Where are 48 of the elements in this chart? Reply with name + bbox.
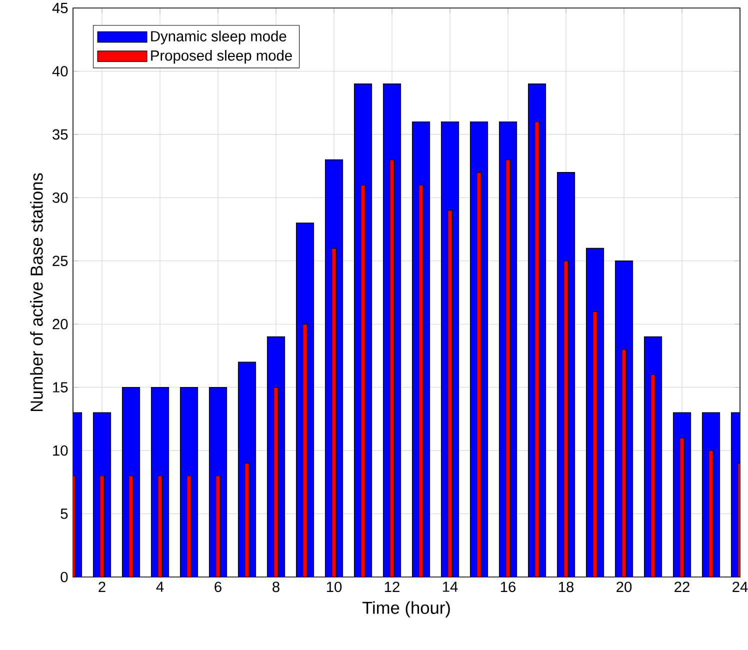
bar [273, 386, 279, 577]
bar [476, 172, 482, 577]
y-tick-label: 40 [52, 66, 68, 76]
bar [215, 476, 221, 577]
bar [708, 450, 714, 577]
x-tick-label: 2 [98, 582, 106, 592]
x-tick-label: 24 [732, 582, 748, 592]
bar [447, 210, 453, 577]
x-tick-label: 4 [156, 582, 164, 592]
x-tick-label: 20 [616, 582, 632, 592]
bar [331, 248, 337, 577]
bar [302, 324, 308, 577]
bar [592, 311, 598, 577]
bar [99, 476, 105, 577]
x-tick-label: 12 [384, 582, 400, 592]
y-tick-label: 45 [52, 2, 68, 14]
bar [360, 184, 366, 577]
y-tick-label: 15 [53, 382, 68, 392]
bar [505, 159, 511, 577]
x-axis-title: Time (hour) [362, 601, 450, 618]
y-axis-title: Number of active Base stations [30, 173, 43, 412]
bar [157, 476, 163, 577]
x-tick-label: 6 [214, 582, 222, 592]
bar [186, 476, 192, 577]
y-tick-label: 30 [52, 192, 68, 203]
bar [418, 184, 424, 577]
x-tick-label: 14 [442, 582, 458, 592]
bar [621, 349, 627, 577]
legend-label: Dynamic sleep mode [151, 30, 286, 44]
bar [650, 374, 656, 577]
x-tick-label: 16 [500, 582, 516, 592]
x-tick-label: 18 [558, 582, 574, 592]
bar [128, 476, 134, 577]
bar [244, 462, 250, 577]
y-tick-label: 25 [52, 256, 68, 266]
legend-label: Proposed sleep mode [151, 50, 292, 64]
bar [389, 159, 395, 577]
y-tick-label: 5 [60, 508, 68, 519]
bar [679, 438, 685, 577]
y-tick-label: 10 [53, 445, 68, 456]
x-tick-label: 10 [326, 582, 342, 592]
bar [564, 260, 569, 577]
x-tick-label: 8 [272, 582, 280, 592]
y-tick-label: 20 [52, 318, 68, 330]
y-tick-label: 35 [52, 129, 68, 140]
y-tick-label: 0 [60, 572, 68, 582]
bar [534, 121, 540, 577]
x-tick-label: 22 [674, 582, 690, 592]
